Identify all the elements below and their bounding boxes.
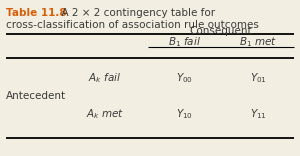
Text: $B_1$ fail: $B_1$ fail [169, 35, 202, 49]
Text: Table 11.8: Table 11.8 [6, 8, 67, 18]
Text: cross-classification of association rule outcomes: cross-classification of association rule… [6, 20, 259, 30]
Text: $A_k$ met: $A_k$ met [86, 107, 124, 121]
Text: $B_1$ met: $B_1$ met [239, 35, 277, 49]
Text: A 2 × 2 contingency table for: A 2 × 2 contingency table for [55, 8, 215, 18]
Text: Consequent: Consequent [190, 26, 252, 36]
Text: $Y_{01}$: $Y_{01}$ [250, 71, 266, 85]
Text: $Y_{10}$: $Y_{10}$ [176, 107, 194, 121]
Text: $Y_{11}$: $Y_{11}$ [250, 107, 266, 121]
Text: Antecedent: Antecedent [6, 91, 66, 101]
Text: $A_k$ fail: $A_k$ fail [88, 71, 122, 85]
Text: $Y_{00}$: $Y_{00}$ [176, 71, 194, 85]
